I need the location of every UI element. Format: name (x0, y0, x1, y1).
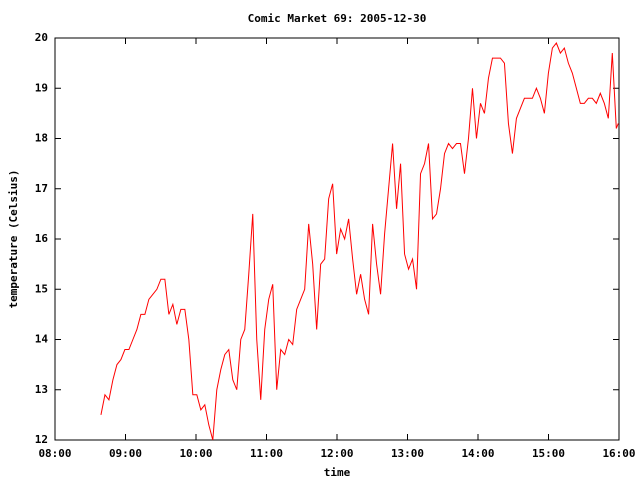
temperature-line (100, 42, 619, 441)
y-tick-label: 17 (35, 182, 48, 195)
x-tick-label: 12:00 (320, 447, 353, 460)
y-tick-label: 16 (35, 232, 49, 245)
y-tick-label: 12 (35, 433, 48, 446)
x-axis-label: time (324, 466, 351, 479)
y-tick-label: 20 (35, 31, 48, 44)
x-tick-label: 09:00 (109, 447, 142, 460)
x-tick-label: 08:00 (38, 447, 71, 460)
plot-border (54, 37, 620, 441)
y-tick-label: 18 (35, 132, 48, 145)
x-tick-label: 15:00 (532, 447, 565, 460)
y-axis-label: temperature (Celsius) (7, 169, 20, 308)
x-tick-label: 16:00 (602, 447, 635, 460)
y-tick-label: 13 (35, 383, 48, 396)
y-tick-label: 14 (35, 333, 49, 346)
chart-title: Comic Market 69: 2005-12-30 (248, 12, 427, 25)
y-tick-label: 19 (35, 81, 48, 94)
y-tick-label: 15 (35, 282, 48, 295)
x-tick-label: 13:00 (391, 447, 424, 460)
x-tick-label: 14:00 (461, 447, 494, 460)
x-tick-label: 10:00 (179, 447, 212, 460)
x-tick-label: 11:00 (250, 447, 283, 460)
